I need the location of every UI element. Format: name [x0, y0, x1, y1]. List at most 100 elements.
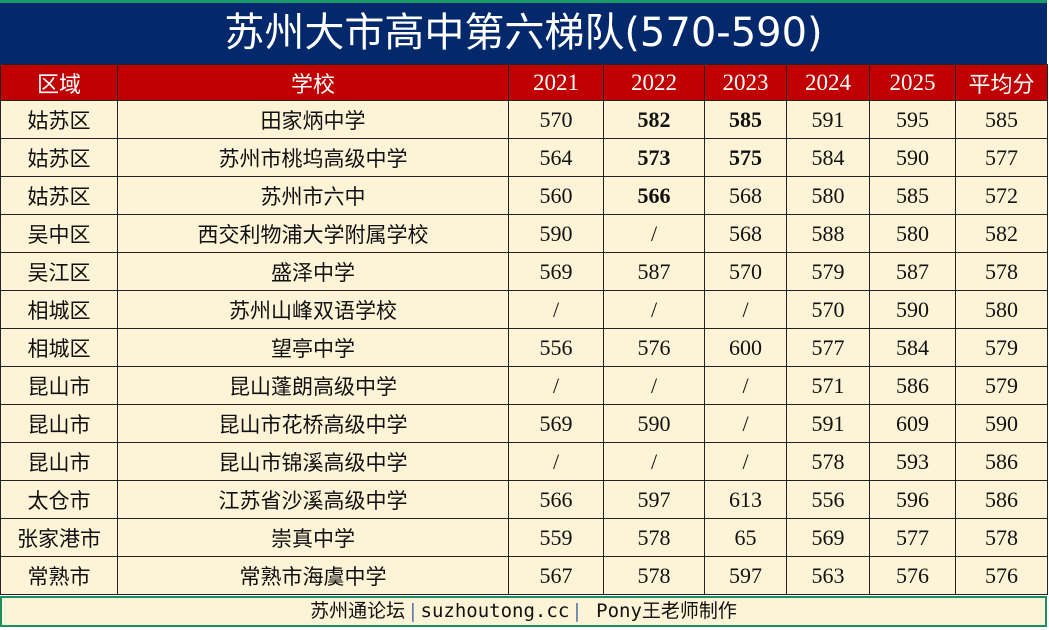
score-cell: 577: [955, 138, 1048, 177]
school-cell: 田家炳中学: [117, 100, 509, 139]
table-row: 吴中区 西交利物浦大学附属学校 590/568 588 580 582: [0, 214, 1048, 253]
score-cell: 597: [704, 556, 787, 595]
score-cell: 566: [508, 480, 604, 519]
footer-site: suzhoutong.cc: [420, 600, 570, 622]
school-cell: 盛泽中学: [117, 252, 509, 291]
score-cell: 576: [869, 556, 956, 595]
score-cell: 579: [955, 328, 1048, 367]
district-cell: 太仓市: [0, 480, 118, 519]
score-cell: 568: [704, 214, 787, 253]
column-header: 区域: [0, 64, 118, 101]
score-cell: 580: [786, 176, 870, 215]
district-cell: 相城区: [0, 290, 118, 329]
column-header: 2021: [508, 64, 604, 101]
score-cell: 580: [955, 290, 1048, 329]
school-cell: 常熟市海虞中学: [117, 556, 509, 595]
table-row: 常熟市 常熟市海虞中学 567 578 597 563 576 576: [0, 556, 1048, 595]
score-cell: 569: [786, 518, 870, 557]
score-cell: 568: [704, 176, 787, 215]
score-cell: 576: [603, 328, 705, 367]
table-row: 姑苏区 苏州市桃坞高级中学 564 573 575 584 590 577: [0, 138, 1048, 177]
score-cell: 578: [603, 556, 705, 595]
score-cell: 556: [786, 480, 870, 519]
score-cell: 585: [704, 100, 787, 139]
district-cell: 相城区: [0, 328, 118, 367]
score-cell: 579: [786, 252, 870, 291]
district-cell: 姑苏区: [0, 138, 118, 177]
table-row: 昆山市 昆山市花桥高级中学 569 590/591 609 590: [0, 404, 1048, 443]
table-row: 相城区 望亭中学 556 576 600 577 584 579: [0, 328, 1048, 367]
score-cell: /: [508, 366, 604, 405]
score-cell: 590: [508, 214, 604, 253]
score-cell: 580: [869, 214, 956, 253]
score-cell: /: [704, 442, 787, 481]
score-cell: /: [508, 290, 604, 329]
score-cell: 593: [869, 442, 956, 481]
score-cell: 573: [603, 138, 705, 177]
table-row: 吴江区 盛泽中学 569 587 570 579 587 578: [0, 252, 1048, 291]
score-cell: 578: [786, 442, 870, 481]
school-cell: 西交利物浦大学附属学校: [117, 214, 509, 253]
column-header: 学校: [117, 64, 509, 101]
column-header: 2023: [704, 64, 787, 101]
school-cell: 崇真中学: [117, 518, 509, 557]
score-cell: 575: [704, 138, 787, 177]
score-cell: 577: [786, 328, 870, 367]
district-cell: 吴江区: [0, 252, 118, 291]
district-cell: 姑苏区: [0, 100, 118, 139]
school-cell: 江苏省沙溪高级中学: [117, 480, 509, 519]
school-cell: 望亭中学: [117, 328, 509, 367]
score-cell: 587: [603, 252, 705, 291]
school-cell: 昆山市锦溪高级中学: [117, 442, 509, 481]
school-cell: 苏州市六中: [117, 176, 509, 215]
score-cell: /: [704, 366, 787, 405]
table-row: 太仓市 江苏省沙溪高级中学 566 597 613 556 596 586: [0, 480, 1048, 519]
score-cell: /: [704, 404, 787, 443]
score-cell: 577: [869, 518, 956, 557]
score-cell: /: [704, 290, 787, 329]
district-cell: 张家港市: [0, 518, 118, 557]
score-cell: 591: [786, 100, 870, 139]
column-header: 2024: [786, 64, 870, 101]
district-cell: 昆山市: [0, 366, 118, 405]
score-cell: 578: [955, 518, 1048, 557]
district-cell: 昆山市: [0, 442, 118, 481]
footer-forum: 苏州通论坛: [310, 600, 406, 622]
score-cell: 570: [508, 100, 604, 139]
score-cell: 566: [603, 176, 705, 215]
score-cell: 587: [869, 252, 956, 291]
score-cell: 590: [869, 138, 956, 177]
score-table: 区域 学校 2021 2022 2023 2024 2025 平均分 姑苏区 田家炳中学 570 5…: [0, 64, 1048, 595]
score-cell: 585: [955, 100, 1048, 139]
score-cell: 570: [786, 290, 870, 329]
column-header: 2022: [603, 64, 705, 101]
score-cell: 595: [869, 100, 956, 139]
score-cell: 591: [786, 404, 870, 443]
score-cell: 590: [603, 404, 705, 443]
district-cell: 昆山市: [0, 404, 118, 443]
footer-credit: 苏州通论坛 | suzhoutong.cc | Pony王老师制作: [0, 596, 1047, 627]
score-cell: 586: [869, 366, 956, 405]
table-row: 相城区 苏州山峰双语学校 / //570 590 580: [0, 290, 1048, 329]
score-cell: 576: [955, 556, 1048, 595]
score-cell: 584: [786, 138, 870, 177]
score-cell: 569: [508, 252, 604, 291]
school-cell: 苏州市桃坞高级中学: [117, 138, 509, 177]
table-row: 昆山市 昆山市锦溪高级中学 / //578 593 586: [0, 442, 1048, 481]
score-cell: /: [603, 214, 705, 253]
column-header: 平均分: [955, 64, 1048, 101]
school-cell: 昆山蓬朗高级中学: [117, 366, 509, 405]
score-cell: /: [508, 442, 604, 481]
score-cell: 586: [955, 442, 1048, 481]
score-cell: 564: [508, 138, 604, 177]
score-cell: 585: [869, 176, 956, 215]
score-cell: 556: [508, 328, 604, 367]
score-cell: 590: [955, 404, 1048, 443]
column-header: 2025: [869, 64, 956, 101]
score-cell: 597: [603, 480, 705, 519]
table-row: 昆山市 昆山蓬朗高级中学 / //571 586 579: [0, 366, 1048, 405]
page-title: 苏州大市高中第六梯队(570-590): [0, 0, 1047, 64]
score-cell: 582: [603, 100, 705, 139]
score-cell: 613: [704, 480, 787, 519]
score-cell: 584: [869, 328, 956, 367]
